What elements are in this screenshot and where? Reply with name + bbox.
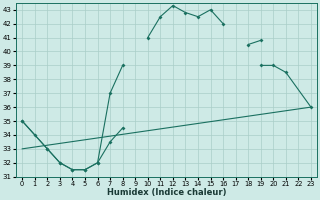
X-axis label: Humidex (Indice chaleur): Humidex (Indice chaleur) xyxy=(107,188,226,197)
